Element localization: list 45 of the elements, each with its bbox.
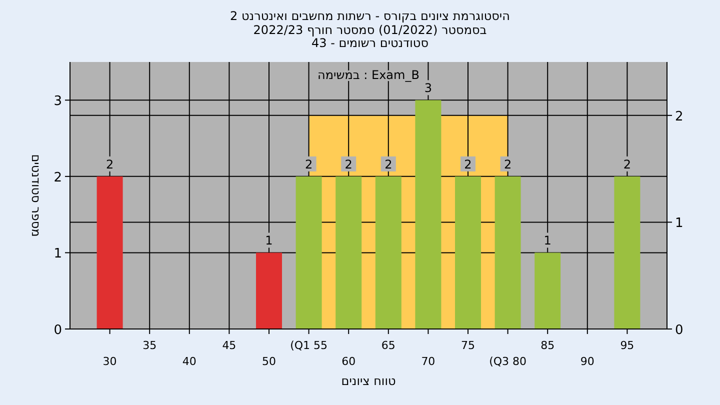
data-label: 2 [344,157,352,172]
y-axis-title: מספר סטודנטים [29,154,43,237]
data-label: 1 [544,234,552,248]
x-tick-label: 45 [222,339,236,352]
x-tick-label: 30 [102,355,117,368]
data-label: 2 [464,157,472,172]
y-tick-label: 2 [54,170,62,186]
x-tick-label: (Q1 55 [290,339,328,352]
data-label: 2 [623,157,632,172]
bar [614,176,640,329]
y2-tick-label: 2 [675,109,684,124]
x-axis-title: טווח ציונים [341,374,396,388]
data-label: 2 [504,157,512,172]
x-tick-label: 60 [342,355,356,368]
data-label: 2 [384,157,392,172]
bar [455,176,481,329]
y-tick-label: 3 [54,94,62,110]
y-tick-label: 1 [54,246,62,262]
bar [534,252,561,329]
x-tick-label: 95 [620,339,634,352]
data-label: 2 [304,157,313,172]
bar [375,176,402,329]
x-tick-label: 40 [182,355,196,368]
bar [336,176,362,329]
data-label: 3 [424,81,432,96]
chart-title: היסטוגרמת ציונים בקורס - רשתות מחשבים ואינטרנט 2 [230,9,510,23]
bar [494,176,521,329]
x-tick-label: 50 [262,355,276,368]
x-tick-label: 35 [142,339,157,352]
bar [415,100,442,329]
bar [296,176,322,329]
x-tick-label: 90 [580,355,594,368]
y-tick-label: 0 [54,323,62,338]
y2-tick-label: 0 [675,323,684,338]
bar [96,176,123,329]
x-tick-label: 75 [461,339,475,352]
chart-subtitle: בסמסטר (01/2022) סמסטר חורף 2022/23 סטודנטים רשומים - 43 [253,23,487,50]
x-tick-label: 70 [421,355,436,368]
x-tick-label: 85 [540,339,555,352]
x-tick-label: (Q3 80 [489,355,527,368]
bar [256,252,282,329]
data-label: 1 [265,234,273,248]
x-tick-label: 65 [381,339,396,352]
data-label: 2 [106,157,114,172]
y2-tick-label: 1 [675,216,684,232]
